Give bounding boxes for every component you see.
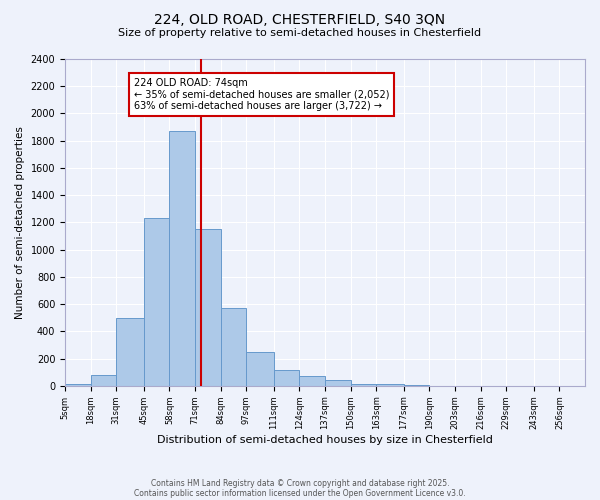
Bar <box>325 380 350 386</box>
Bar <box>376 384 404 386</box>
Text: 224, OLD ROAD, CHESTERFIELD, S40 3QN: 224, OLD ROAD, CHESTERFIELD, S40 3QN <box>154 12 446 26</box>
Bar <box>350 384 376 386</box>
Bar <box>144 218 169 386</box>
Bar <box>116 318 144 386</box>
Bar <box>274 370 299 386</box>
Bar <box>221 308 246 386</box>
Bar <box>195 229 221 386</box>
Text: Size of property relative to semi-detached houses in Chesterfield: Size of property relative to semi-detach… <box>118 28 482 38</box>
Bar <box>169 131 195 386</box>
Text: Contains public sector information licensed under the Open Government Licence v3: Contains public sector information licen… <box>134 488 466 498</box>
Text: Contains HM Land Registry data © Crown copyright and database right 2025.: Contains HM Land Registry data © Crown c… <box>151 478 449 488</box>
Y-axis label: Number of semi-detached properties: Number of semi-detached properties <box>15 126 25 319</box>
Text: 224 OLD ROAD: 74sqm
← 35% of semi-detached houses are smaller (2,052)
63% of sem: 224 OLD ROAD: 74sqm ← 35% of semi-detach… <box>134 78 389 112</box>
X-axis label: Distribution of semi-detached houses by size in Chesterfield: Distribution of semi-detached houses by … <box>157 435 493 445</box>
Bar <box>299 376 325 386</box>
Bar <box>91 375 116 386</box>
Bar <box>404 385 430 386</box>
Bar <box>246 352 274 386</box>
Bar <box>65 384 91 386</box>
